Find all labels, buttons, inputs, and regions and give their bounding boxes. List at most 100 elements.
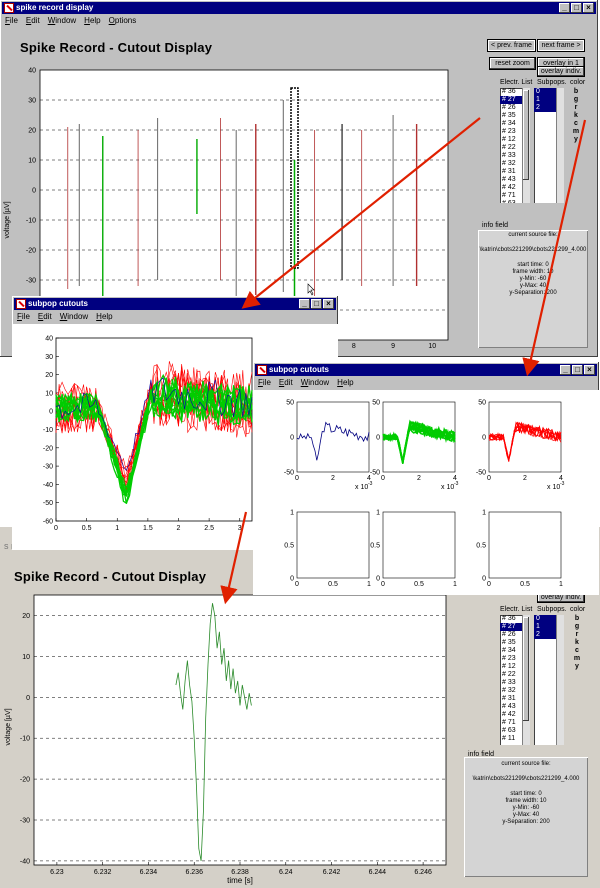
electrode-list-item[interactable]: # 35: [502, 112, 516, 119]
zoom-subpop-list-item[interactable]: 2: [534, 631, 556, 639]
panel-y-tick-label: 0: [290, 435, 294, 442]
zoom-electrode-list-item[interactable]: # 27: [500, 623, 522, 631]
color-code: y: [575, 663, 579, 670]
panel-x-tick-label: 4: [367, 475, 371, 482]
x-tick-label: 0.5: [82, 525, 92, 532]
x-tick-label: 1: [115, 525, 119, 532]
subpop2-titlebar[interactable]: subpop cutouts _ □ ×: [255, 364, 597, 376]
zoom-electrode-list-item[interactable]: # 32: [502, 687, 516, 694]
subpop1-close-button[interactable]: ×: [323, 299, 334, 309]
electrode-list-item[interactable]: # 43: [502, 176, 516, 183]
empty-panel-y-tick-label: 0.5: [284, 543, 294, 550]
next-frame-button[interactable]: next frame >: [538, 40, 584, 51]
zoom-electrode-list-item[interactable]: # 31: [502, 695, 516, 702]
info-field-label: info field: [482, 222, 509, 229]
color-code: y: [574, 136, 578, 143]
zoom-subpop-list-item[interactable]: 0: [534, 615, 556, 623]
empty-panel-x-tick-label: 0.5: [414, 581, 424, 588]
subpop-list-scrollbar[interactable]: [556, 88, 564, 203]
empty-panel-y-tick-label: 0.5: [370, 543, 380, 550]
maximize-button[interactable]: □: [571, 3, 582, 13]
info-ysep: y-Separation: 200: [509, 290, 557, 296]
zoom-electrode-list-item[interactable]: # 11: [502, 735, 516, 742]
zoom-electrode-list-item[interactable]: # 26: [502, 631, 516, 638]
electrode-list-item[interactable]: # 36: [502, 88, 516, 95]
zoom-electrode-list[interactable]: # 36 # 27 # 26 # 35 # 34 # 23 # 12 # 22 # 33 # 32…: [500, 615, 522, 745]
electrode-list-item[interactable]: # 63: [500, 200, 522, 203]
zoom-electrode-list-item[interactable]: # 42: [502, 711, 516, 718]
zoom-electrode-list-item[interactable]: # 71: [502, 719, 516, 726]
empty-panel-y-tick-label: 1: [290, 510, 294, 517]
zoom-electrode-list-scrollbar[interactable]: [522, 615, 530, 745]
panel-y-tick-label: 0: [482, 435, 486, 442]
subpop1-menu-help[interactable]: Help: [96, 312, 113, 321]
y-tick-label: 30: [28, 98, 36, 105]
menu-options[interactable]: Options: [108, 16, 137, 25]
electrode-list-item[interactable]: # 27: [500, 96, 522, 104]
color-code: b: [573, 88, 579, 95]
zoom-electrode-list-item[interactable]: # 35: [502, 639, 516, 646]
subpop2-maximize-button[interactable]: □: [572, 365, 583, 375]
zoom-overlay-indiv-button[interactable]: overlay indiv.: [538, 593, 584, 602]
zoom-electrode-list-item[interactable]: # 22: [502, 671, 516, 678]
zoom-electrode-list-item[interactable]: # 23: [502, 655, 516, 662]
prev-frame-button[interactable]: < prev. frame: [488, 40, 535, 51]
subpop2-minimize-button[interactable]: _: [560, 365, 571, 375]
zoom-spike-plot[interactable]: 20 10 0 -10 -20 -30 -40 6.23 6.232 6.234 6.236 6.2…: [0, 587, 470, 888]
electrode-list-item[interactable]: # 12: [502, 136, 516, 143]
menu-help[interactable]: Help: [84, 16, 101, 25]
zoom-electrode-list-item[interactable]: # 12: [502, 663, 516, 670]
subpop2-menu-edit[interactable]: Edit: [278, 378, 293, 387]
subpop1-menu-file[interactable]: File: [17, 312, 30, 321]
subpop1-minimize-button[interactable]: _: [299, 299, 310, 309]
electrode-list[interactable]: # 36 # 27 # 26 # 35 # 34 # 23 # 12 # 22 # 33 # 32…: [500, 88, 522, 203]
electrode-list-item[interactable]: # 71: [502, 192, 516, 199]
electrode-list-scrollbar[interactable]: [522, 88, 530, 203]
zoom-subpop-list-item[interactable]: 1: [534, 623, 556, 631]
subpop1-maximize-button[interactable]: □: [311, 299, 322, 309]
electrode-list-item[interactable]: # 34: [502, 120, 516, 127]
subpop2-close-button[interactable]: ×: [584, 365, 595, 375]
info-source-label: current source file:: [508, 232, 558, 238]
subpop1-titlebar[interactable]: subpop cutouts _ □ ×: [14, 298, 336, 310]
subpop2-menu-file[interactable]: File: [258, 378, 271, 387]
subpop1-menu-window[interactable]: Window: [59, 312, 89, 321]
zoom-subpop-list-scrollbar[interactable]: [556, 615, 564, 745]
overlay-indiv-button[interactable]: overlay indiv.: [538, 67, 584, 76]
close-button[interactable]: ×: [583, 3, 594, 13]
y-tick-label: 20: [45, 372, 53, 379]
zoom-electrode-list-item[interactable]: # 33: [502, 679, 516, 686]
x-tick-label: 2: [177, 525, 181, 532]
subpop2-menu-help[interactable]: Help: [337, 378, 354, 387]
subpop-list-item[interactable]: 1: [534, 96, 556, 104]
electrode-list-item[interactable]: # 23: [502, 128, 516, 135]
zoom-electrode-list-item[interactable]: # 36: [502, 615, 516, 622]
menu-file[interactable]: File: [5, 16, 18, 25]
zoom-electrode-list-item[interactable]: # 43: [502, 703, 516, 710]
electrode-list-item[interactable]: # 42: [502, 184, 516, 191]
y-tick-label: 10: [28, 158, 36, 165]
overlay-in-1-button[interactable]: overlay in 1: [538, 58, 584, 69]
reset-zoom-button[interactable]: reset zoom: [490, 58, 535, 69]
subpop1-menu-edit[interactable]: Edit: [37, 312, 52, 321]
electrode-list-item[interactable]: # 32: [502, 160, 516, 167]
electrode-list-item[interactable]: # 22: [502, 144, 516, 151]
zoom-electrode-list-item[interactable]: # 34: [502, 647, 516, 654]
subpop-list-item[interactable]: 0: [534, 88, 556, 96]
electrode-list-item[interactable]: # 26: [502, 104, 516, 111]
subpop-list-item[interactable]: 2: [534, 104, 556, 112]
menu-edit[interactable]: Edit: [25, 16, 40, 25]
zoom-electrode-list-item[interactable]: # 63: [502, 727, 516, 734]
minimize-button[interactable]: _: [559, 3, 570, 13]
electrode-list-item[interactable]: # 33: [502, 152, 516, 159]
subpop2-menu-window[interactable]: Window: [300, 378, 330, 387]
main-menubar: File Edit Window Help Options: [3, 15, 595, 26]
electrode-list-item[interactable]: # 31: [502, 168, 516, 175]
main-titlebar[interactable]: spike record display _ □ ×: [2, 2, 596, 14]
menu-window[interactable]: Window: [47, 16, 77, 25]
subpop-window-panels: subpop cutouts _ □ × File Edit Window He…: [253, 362, 599, 595]
